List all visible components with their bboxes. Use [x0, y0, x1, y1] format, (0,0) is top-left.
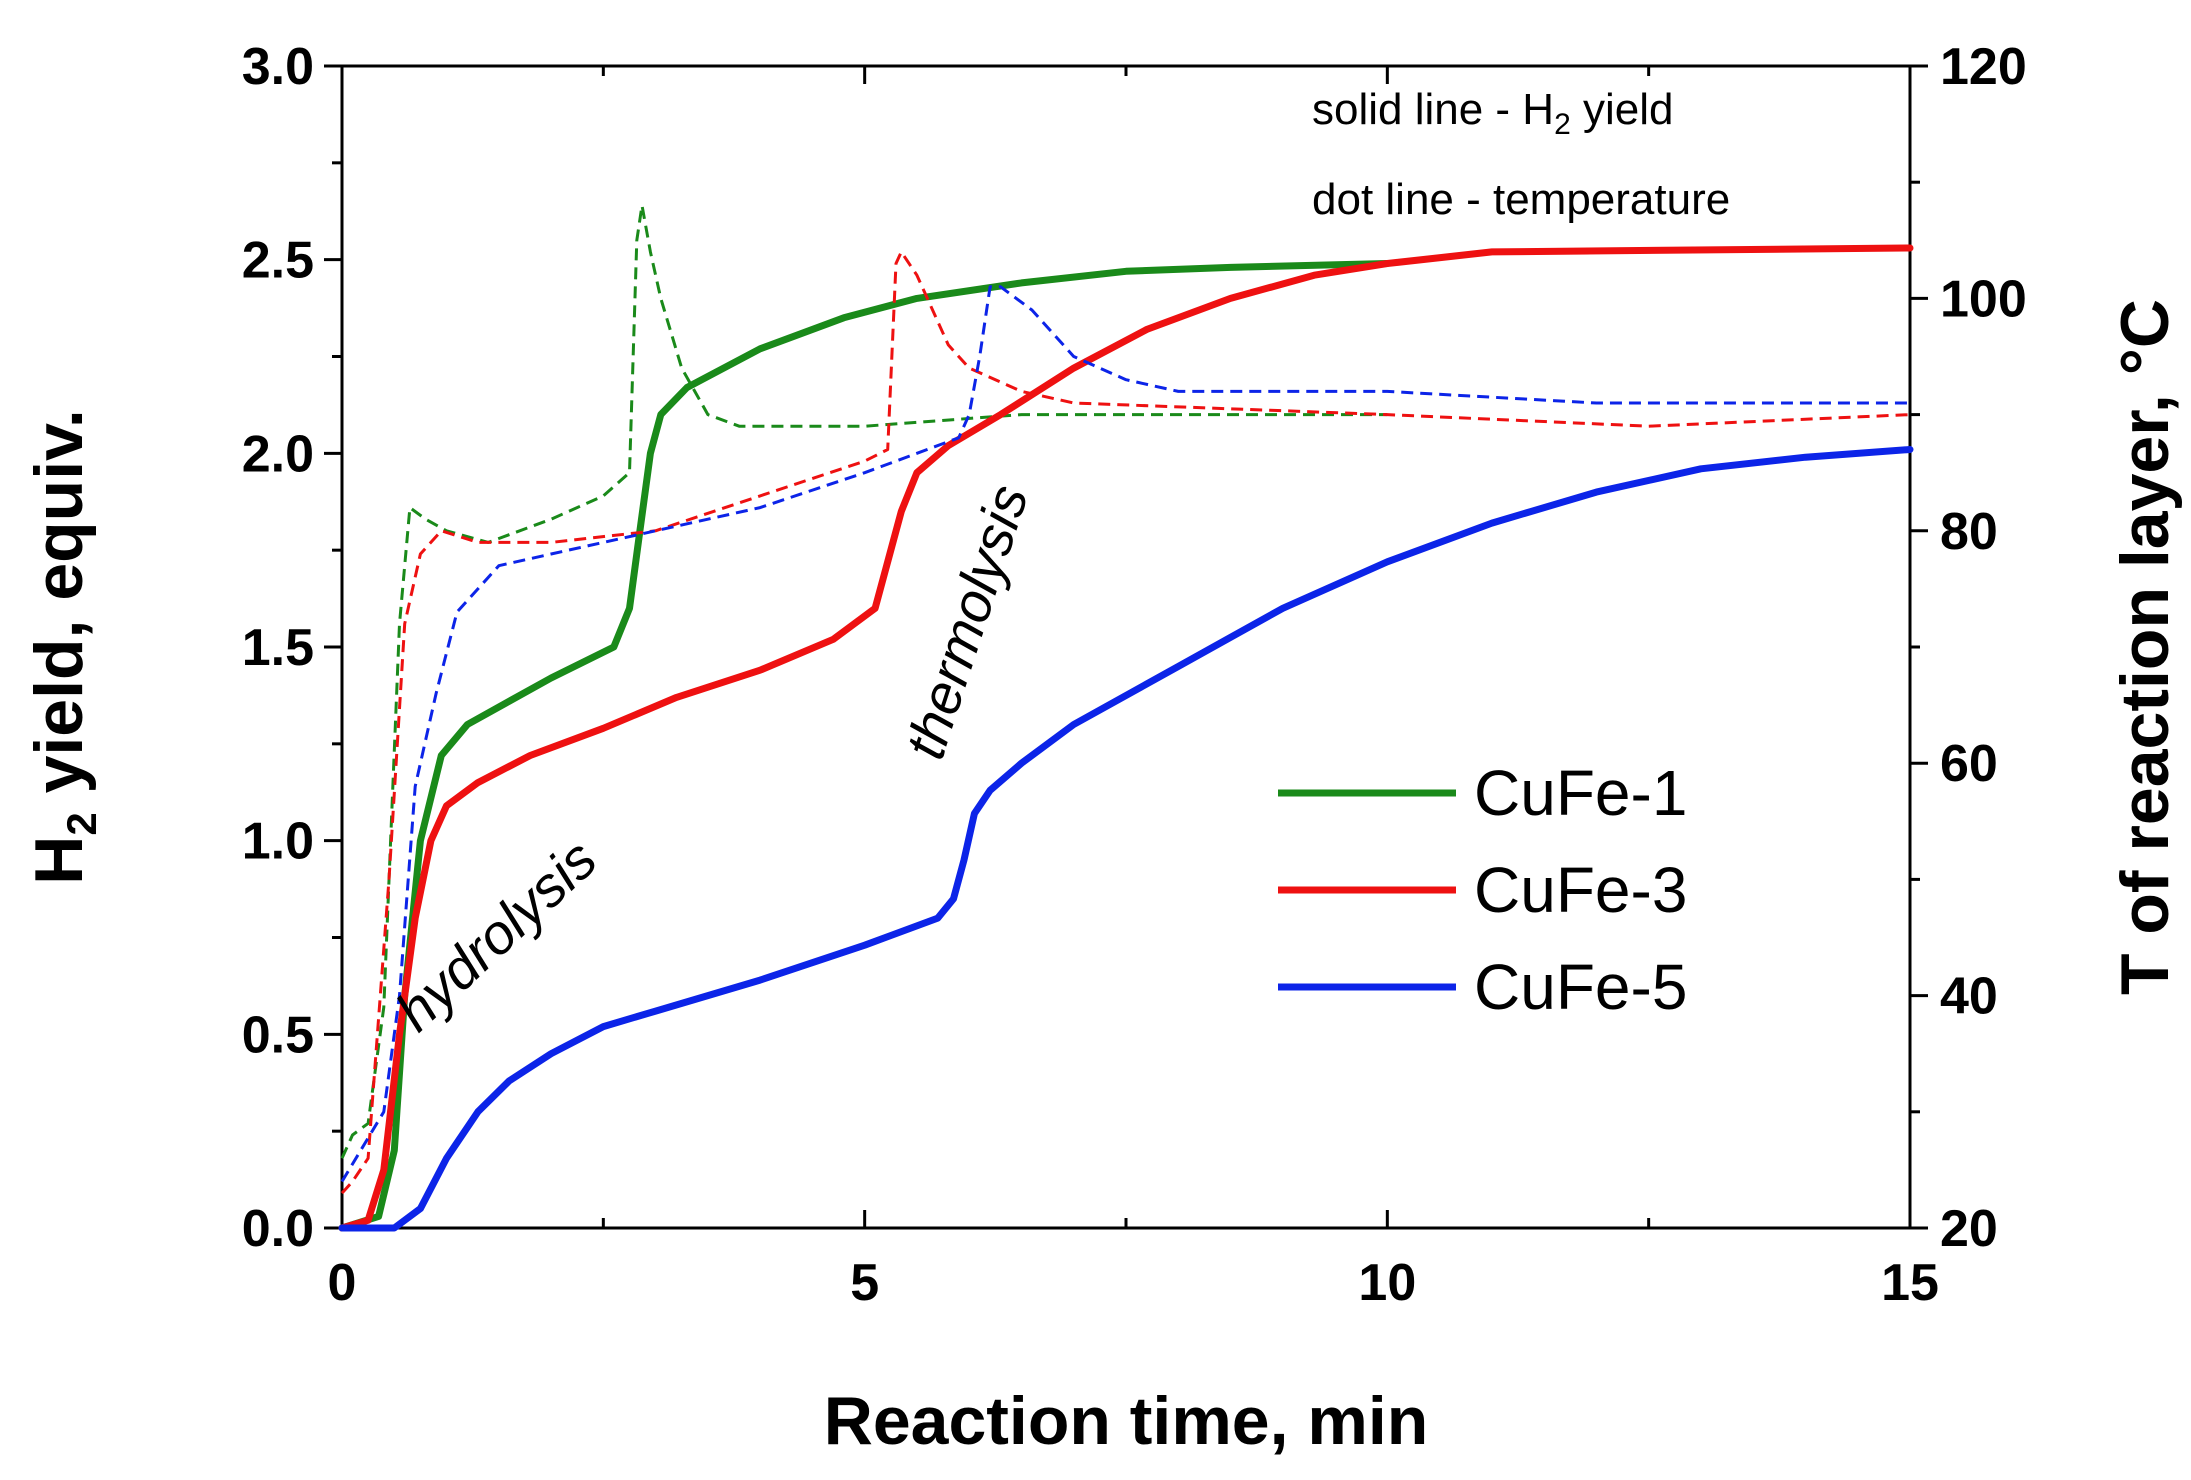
- legend-label-cufe-3: CuFe-3: [1474, 854, 1687, 926]
- y2-axis-title: T of reaction layer, °C: [2107, 299, 2183, 995]
- temperature-line-cufe-5: [340, 285, 1910, 1183]
- x-tick-label: 5: [850, 1254, 879, 1312]
- x-axis-title: Reaction time, min: [824, 1383, 1429, 1459]
- y2-tick-label: 80: [1940, 503, 1998, 561]
- y-axis-title: H2 yield, equiv.: [21, 409, 105, 885]
- y-tick-label: 1.5: [242, 619, 314, 677]
- note-solid-line-main: solid line - H: [1312, 85, 1554, 134]
- y2-tick-label: 20: [1940, 1200, 1998, 1258]
- y-tick-label: 2.5: [242, 232, 314, 290]
- x-tick-label: 15: [1881, 1254, 1939, 1312]
- y2-tick-label: 120: [1940, 38, 2027, 96]
- legend-label-cufe-1: CuFe-1: [1474, 757, 1687, 829]
- x-tick-label: 0: [328, 1254, 357, 1312]
- line-style-notes: solid line - H2 yield dot line - tempera…: [1312, 85, 1730, 224]
- y2-tick-label: 40: [1940, 968, 1998, 1026]
- annotation-thermolysis: thermolysis: [893, 477, 1040, 766]
- data-series: [338, 203, 1914, 1232]
- y-tick-label: 1.0: [242, 813, 314, 871]
- legend: CuFe-1 CuFe-3 CuFe-5: [1278, 757, 1687, 1023]
- y2-tick-label: 100: [1940, 270, 2027, 328]
- temperature-line-cufe-1: [340, 203, 1388, 1159]
- note-solid-line-rest: yield: [1571, 85, 1674, 134]
- y-tick-label: 2.0: [242, 425, 314, 483]
- x-tick-label: 10: [1358, 1254, 1416, 1312]
- y-tick-label: 0.0: [242, 1200, 314, 1258]
- temperature-line-cufe-3: [340, 250, 1911, 1195]
- note-solid-line-subscript: 2: [1554, 108, 1571, 141]
- note-solid-line: solid line - H2 yield: [1312, 85, 1674, 141]
- h2-yield-line-cufe-3: [338, 244, 1914, 1232]
- y-axis-title-main: H: [21, 836, 97, 885]
- plot-frame: [340, 64, 1912, 1230]
- h2-yield-line-cufe-5: [338, 446, 1914, 1232]
- h2-yield-line-cufe-1: [338, 260, 1391, 1232]
- axis-tick-labels: 0 5 10 15 0.0 0.5 1.0 1.5 2.0 2.5 3.0 20 40 60 80 100 12…: [242, 38, 2027, 1312]
- y-axis-title-subscript: 2: [58, 812, 105, 835]
- y-axis-title-rest: yield, equiv.: [21, 409, 97, 812]
- y2-tick-label: 60: [1940, 735, 1998, 793]
- y-tick-label: 3.0: [242, 38, 314, 96]
- note-dot-line: dot line - temperature: [1312, 175, 1730, 224]
- legend-label-cufe-5: CuFe-5: [1474, 951, 1687, 1023]
- axis-ticks: [324, 64, 1928, 1230]
- y-tick-label: 0.5: [242, 1006, 314, 1064]
- plot-area: [340, 64, 1912, 1230]
